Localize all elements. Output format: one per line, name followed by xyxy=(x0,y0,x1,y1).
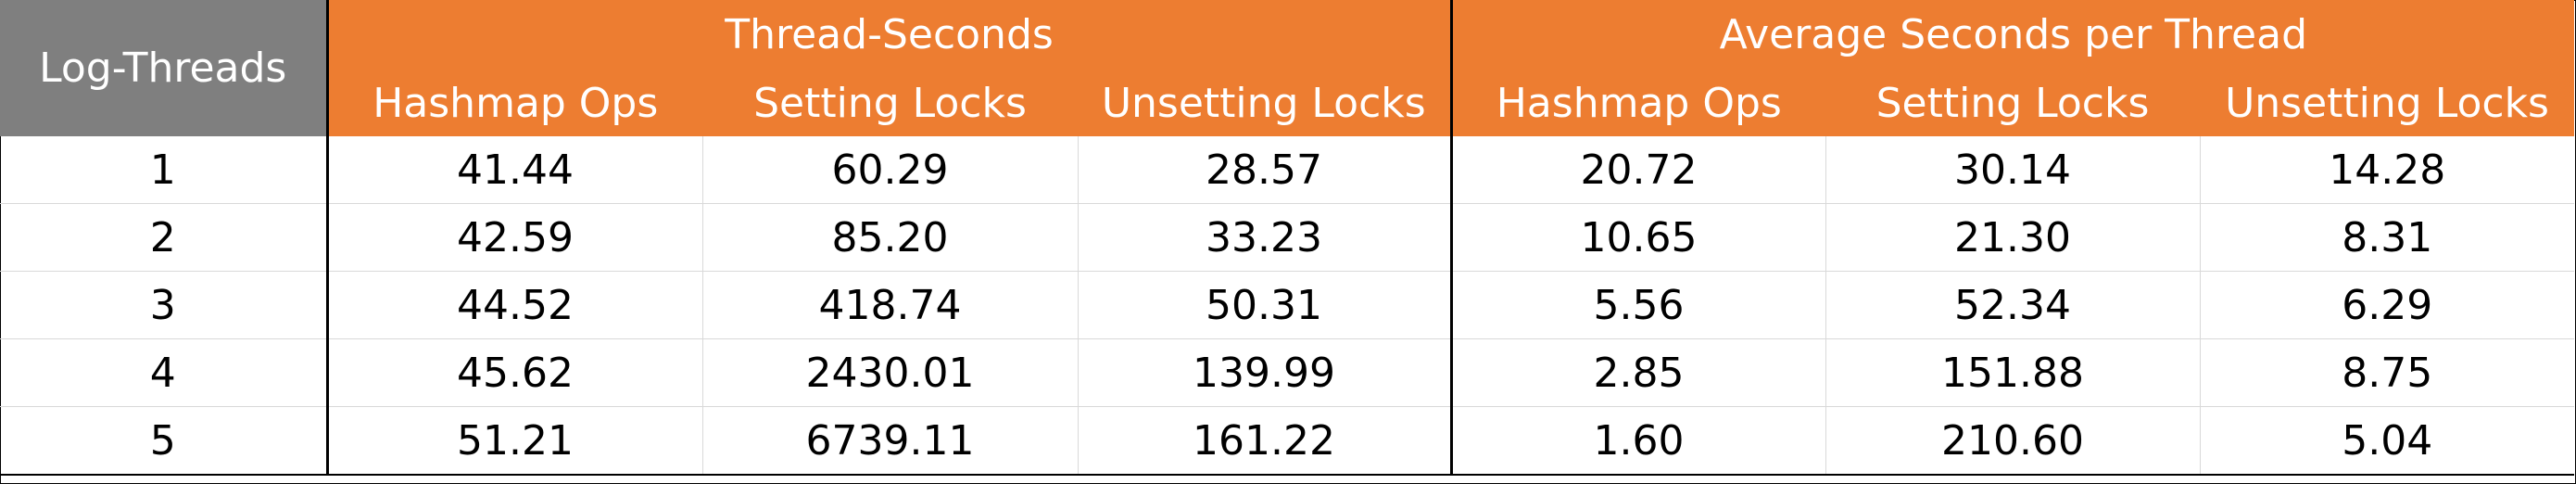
table-cell: 6739.11 xyxy=(702,406,1079,476)
table-cell: 33.23 xyxy=(1078,203,1453,272)
table-cell: 139.99 xyxy=(1078,338,1453,407)
table-cell: 5.56 xyxy=(1451,271,1826,339)
table-cell: 8.31 xyxy=(2200,203,2575,272)
col-header: Setting Locks xyxy=(702,70,1078,136)
subheader-row: Hashmap Ops Setting Locks Unsetting Lock… xyxy=(0,70,2575,136)
table-cell: 51.21 xyxy=(327,406,703,476)
table-cell: 44.52 xyxy=(327,271,703,339)
table-cell: 60.29 xyxy=(702,136,1079,204)
table-row: 4 45.62 2430.01 139.99 2.85 151.88 8.75 xyxy=(0,338,2575,407)
table-cell: 1.60 xyxy=(1451,406,1826,476)
table-row: 2 42.59 85.20 33.23 10.65 21.30 8.31 xyxy=(0,203,2575,272)
table-cell: 52.34 xyxy=(1825,271,2201,339)
col-header: Unsetting Locks xyxy=(1078,70,1453,136)
table-cell: 8.75 xyxy=(2200,338,2575,407)
col-header: Hashmap Ops xyxy=(327,70,702,136)
group-header-thread-seconds: Thread-Seconds xyxy=(327,0,1453,70)
log-threads-header: Log-Threads xyxy=(0,0,329,136)
table-cell: 161.22 xyxy=(1078,406,1453,476)
table-cell: 6.29 xyxy=(2200,271,2575,339)
table-body: 1 41.44 60.29 28.57 20.72 30.14 14.28 2 … xyxy=(0,136,2575,476)
table-cell: 42.59 xyxy=(327,203,703,272)
table-row: 3 44.52 418.74 50.31 5.56 52.34 6.29 xyxy=(0,271,2575,339)
table-cell: 10.65 xyxy=(1451,203,1826,272)
table-cell: 14.28 xyxy=(2329,146,2446,194)
table-cell: 50.31 xyxy=(1078,271,1453,339)
col-header: Setting Locks xyxy=(1825,70,2201,136)
group-header-average-seconds: Average Seconds per Thread xyxy=(1451,0,2575,70)
table-cell: 151.88 xyxy=(1825,338,2201,407)
table-cell: 4 xyxy=(0,338,329,407)
table-row: 5 51.21 6739.11 161.22 1.60 210.60 5.04 xyxy=(0,406,2575,476)
table-header: Log-Threads Thread-Seconds Average Secon… xyxy=(0,0,2575,136)
table-cell: 41.44 xyxy=(327,136,703,204)
table-cell: 418.74 xyxy=(702,271,1079,339)
col-header: Unsetting Locks xyxy=(2200,70,2575,136)
table-cell: 85.20 xyxy=(702,203,1079,272)
table-cell: 2 xyxy=(0,203,329,272)
table-cell: 3 xyxy=(0,271,329,339)
col-header: Hashmap Ops xyxy=(1451,70,1826,136)
table-cell: 20.72 xyxy=(1451,136,1826,204)
table-cell: 2.85 xyxy=(1451,338,1826,407)
group-header-row: Log-Threads Thread-Seconds Average Secon… xyxy=(0,0,2575,136)
table-row: 1 41.44 60.29 28.57 20.72 30.14 14.28 xyxy=(0,136,2574,204)
table-cell: 45.62 xyxy=(327,338,703,407)
table-cell: 28.57 xyxy=(1078,136,1453,204)
table-cell: 1 xyxy=(0,136,329,204)
table-cell: 5 xyxy=(0,406,329,476)
table-cell: 210.60 xyxy=(1825,406,2201,476)
table-cell: 30.14 xyxy=(1825,136,2201,204)
table-cell: 2430.01 xyxy=(702,338,1079,407)
table-cell: 5.04 xyxy=(2200,406,2575,476)
table-cell: 21.30 xyxy=(1825,203,2201,272)
